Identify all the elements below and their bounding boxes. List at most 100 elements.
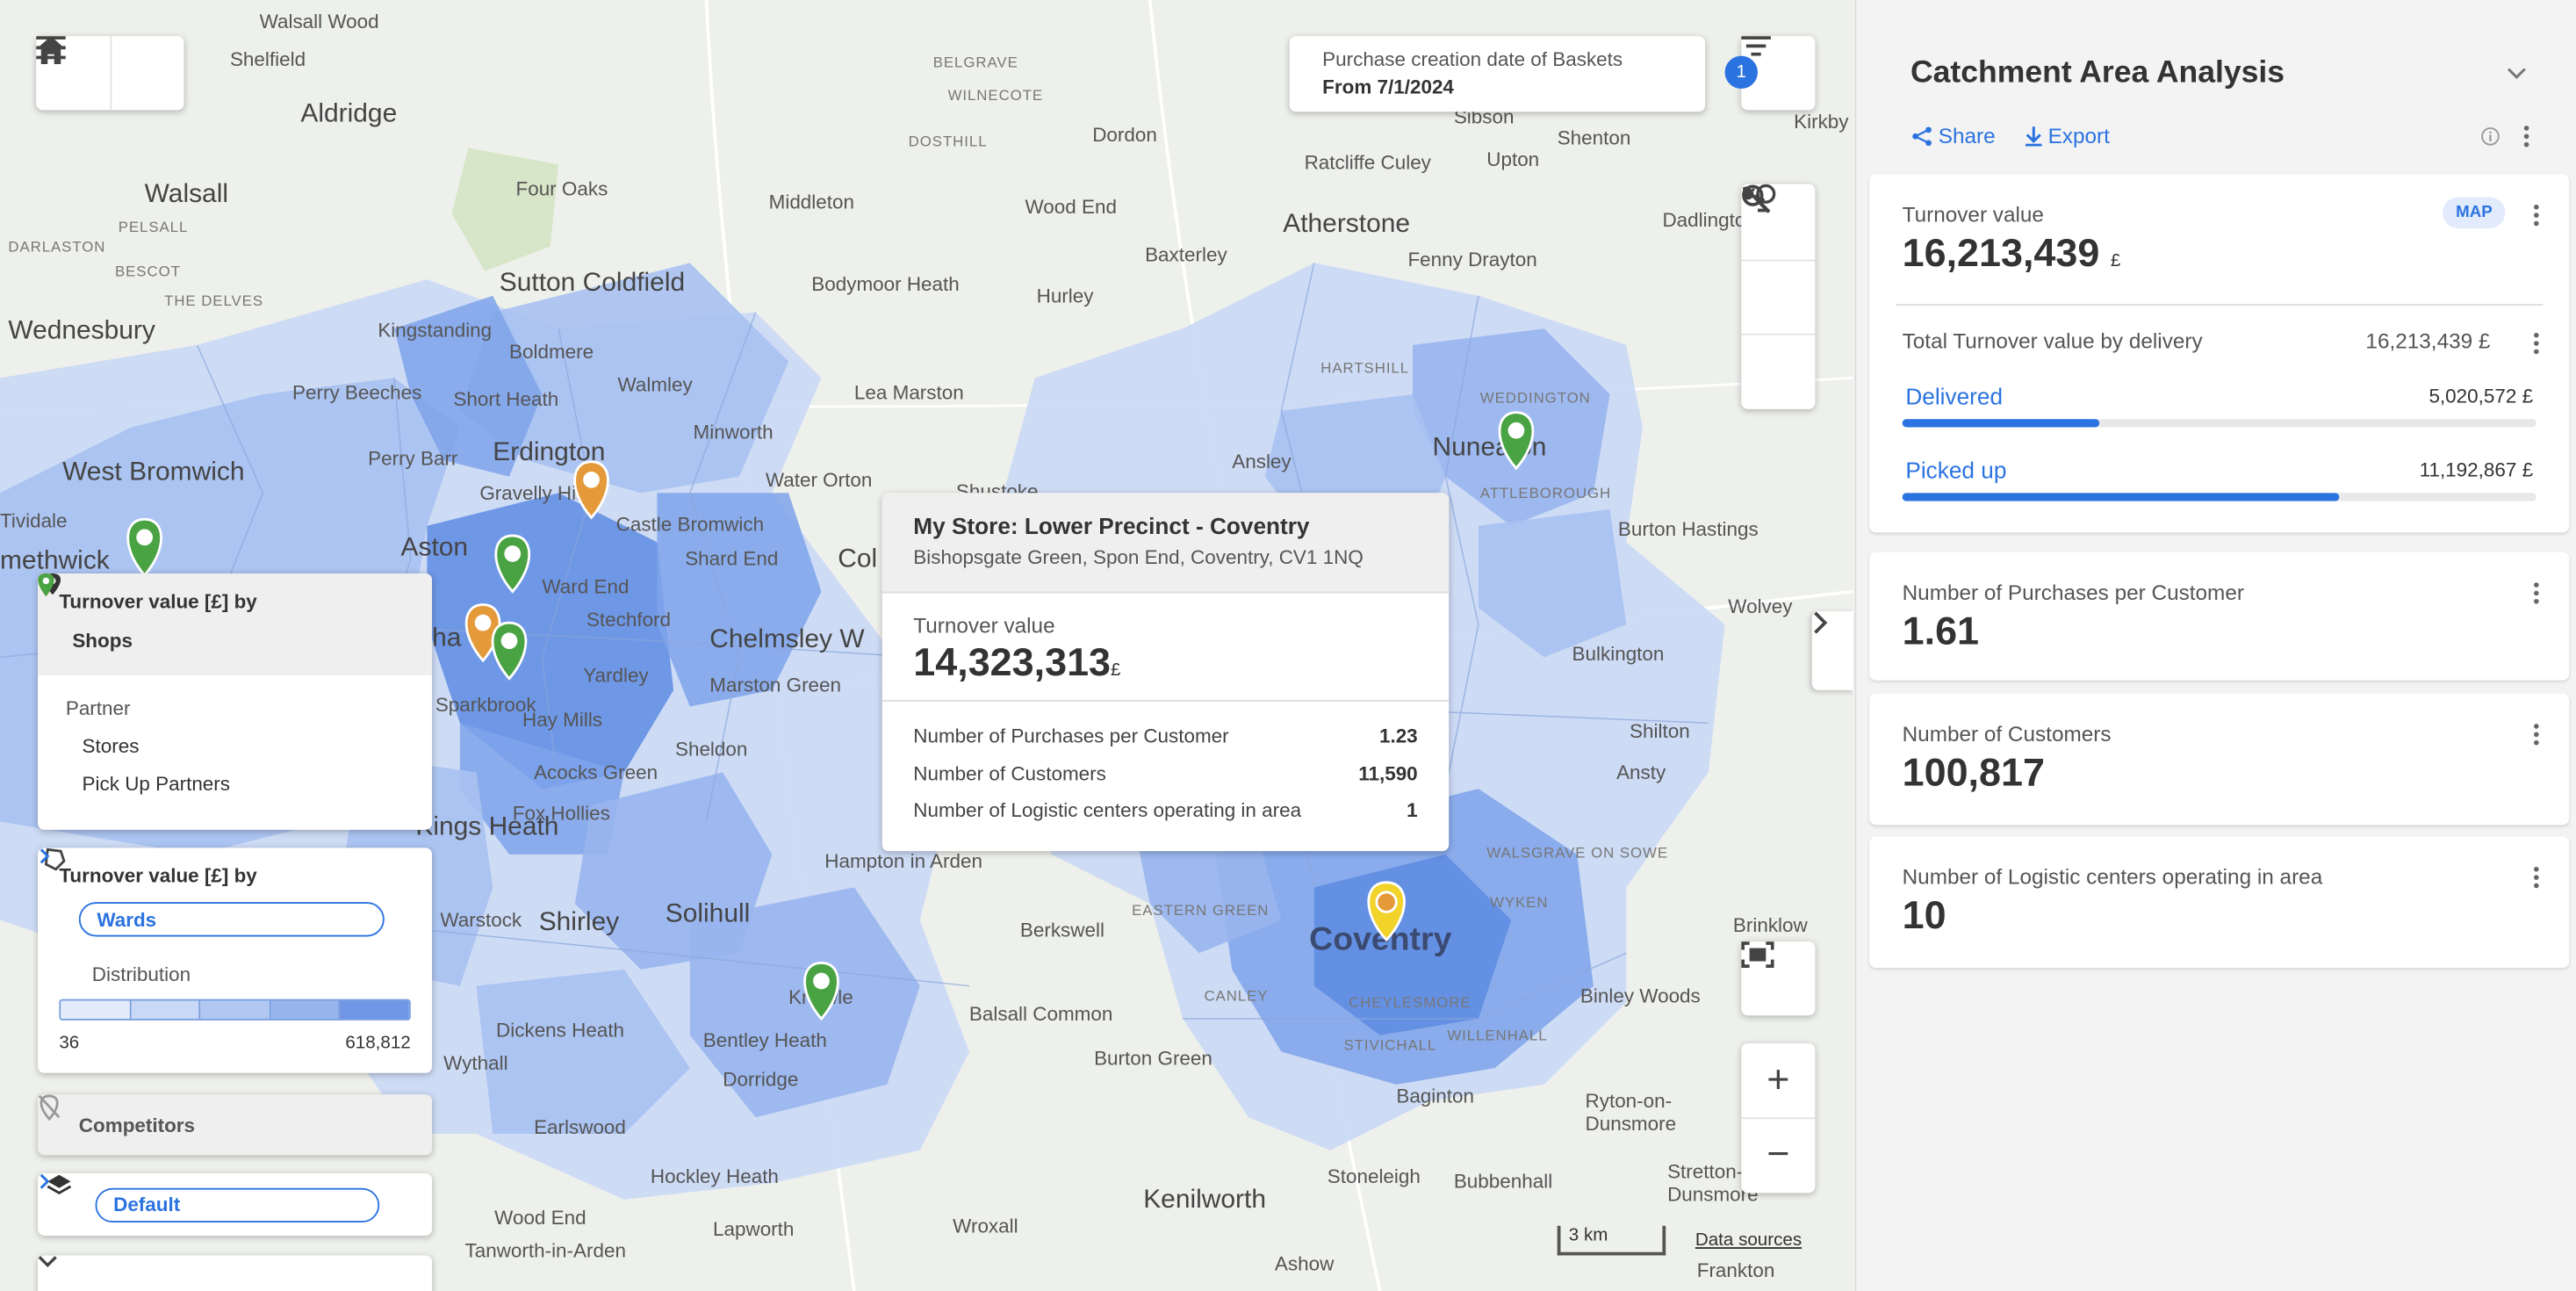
map-label: Ward End [542,574,630,599]
chevron-right-icon [40,1173,50,1189]
delivery-row-delivered[interactable]: Delivered 5,020,572 £ [1869,383,2569,428]
ramp-step [200,1000,271,1020]
delivery-label: Delivered [1905,382,2004,409]
popup-header: My Store: Lower Precinct - Coventry Bish… [881,493,1450,594]
map-label: Baxterley [1145,242,1227,267]
competitors-toggle[interactable]: Competitors [38,1094,433,1156]
popup-metric-row: Number of Purchases per Customer 1.23 [913,718,1417,755]
export-button[interactable]: Export [2025,123,2110,148]
popup-turnover-label: Turnover value [913,612,1055,638]
layer-selector[interactable]: Default [40,1173,380,1222]
more-vert-icon [2534,582,2539,604]
map-label: Perry Beeches [292,381,422,405]
map-label: Fenny Drayton [1407,248,1537,271]
delivery-bar-track [1902,493,2536,501]
fit-screen-icon [1741,941,1774,969]
pickup-pin[interactable] [1498,411,1535,471]
card-more-button[interactable] [2533,581,2539,613]
panel-more-button[interactable] [2523,125,2529,156]
card-more-button[interactable] [2533,332,2539,364]
zoom-out-button[interactable]: − [1741,1117,1816,1191]
turnover-summary: Turnover value 16,213,439 £ [1896,174,2544,307]
wards-selector[interactable]: Wards [40,848,385,937]
card-more-button[interactable] [2533,204,2539,235]
map-label: Ratcliffe Culey [1304,151,1431,175]
map-label: Ashow [1274,1251,1335,1275]
card-more-button[interactable] [2533,866,2539,898]
date-filter-chip[interactable]: Purchase creation date of Baskets From 7… [1289,36,1706,112]
pickup-pin-icon [38,573,54,597]
selected-store-pin[interactable] [1367,881,1406,942]
share-icon [1912,126,1932,146]
legend-expand[interactable] [38,1255,433,1291]
map-label: Tanworth-in-Arden [464,1238,626,1262]
zoom-controls: + − [1741,1043,1816,1194]
zoom-in-button[interactable]: + [1767,1057,1790,1102]
pickup-pin[interactable] [126,517,162,577]
point-circle-button[interactable] [1741,184,1816,334]
popup-turnover-unit: £ [1111,660,1121,681]
map-label: Hampton in Arden [824,849,982,873]
map-label: CANLEY [1204,987,1269,1005]
data-sources-link[interactable]: Data sources [1695,1230,1802,1251]
map-label: Berkswell [1019,918,1105,942]
map-badge[interactable]: MAP [2443,197,2506,229]
map-label: Dadlington [1662,208,1757,232]
map-label: Dorridge [723,1068,799,1092]
panel-collapse-button[interactable] [2507,59,2526,89]
legend-shops-label: Shops [72,629,133,653]
map-label: CHEYLESMORE [1349,993,1471,1011]
legend-wards: Turnover value [£] by Wards Distribution… [38,847,433,1073]
ruler-button[interactable] [1741,185,1816,408]
legend-shops-row[interactable]: Shops [44,573,410,653]
store-pin[interactable] [464,603,501,663]
map-label: Lapworth [713,1217,795,1241]
delivery-value: 11,192,867 £ [2419,458,2534,482]
pickup-pin[interactable] [803,962,839,1021]
pickup-pin[interactable] [491,621,528,681]
popup-metric-value: 1.23 [1378,725,1418,748]
home-button[interactable] [36,36,183,111]
map-label: Dordon [1092,123,1157,147]
pickup-pin[interactable] [494,534,531,594]
panel-toggle-button[interactable] [1811,611,1853,690]
map-label: WILLENHALL [1447,1027,1548,1044]
map-label: Walsall Wood [259,10,379,33]
map-label: Gravelly Hill [479,481,586,505]
turnover-label: Turnover value [1902,202,2044,227]
layers-icon [47,1174,72,1194]
panel-actions: Share Export [1912,123,2140,148]
map-label: Shirley [538,908,620,937]
chevron-right-icon [40,848,50,864]
legend-item-label: Pick Up Partners [82,772,230,796]
map-pins-layer [126,411,1535,1021]
popup-metric-label: Number of Logistic centers operating in … [913,798,1302,822]
fit-screen-button[interactable] [1741,941,1816,1016]
kpi-label: Number of Purchases per Customer [1902,580,2244,605]
distribution-max: 618,812 [345,1033,411,1054]
legend-item-stores[interactable]: Stores [38,573,432,758]
map-label: Middleton [768,191,854,214]
popup-metrics: Number of Purchases per Customer 1.23 Num… [882,702,1449,846]
delivery-row-picked-up[interactable]: Picked up 11,192,867 £ [1869,457,2569,501]
legend-shops-title: Turnover value [£] by [59,589,257,613]
share-button[interactable]: Share [1912,123,1996,148]
map-label: Kenilworth [1143,1186,1266,1215]
info-button[interactable] [2480,125,2500,155]
popup-metric-row: Number of Logistic centers operating in … [913,792,1417,829]
popup-store-name: My Store: Lower Precinct - Coventry [913,512,1310,539]
map-label: Earlswood [534,1115,626,1139]
map-canvas[interactable]: Walsall Wood Shelfield Aldridge Walsall … [0,0,1853,1291]
store-pin[interactable] [573,460,609,520]
map-label: BELGRAVE [932,54,1018,71]
delivery-bar-fill [1902,493,2340,501]
ramp-step [130,1000,201,1020]
card-more-button[interactable] [2533,723,2539,754]
legend-item-label: Stores [82,734,140,758]
map-label: Wood End [1025,195,1117,219]
legend-partner-label: Partner [65,696,131,720]
delivery-value: 5,020,572 £ [2428,384,2534,408]
legend-item-pickup-partners[interactable]: Pick Up Partners [38,573,432,796]
date-filter-label: Purchase creation date of Baskets [1322,47,1623,71]
popup-store-address: Bishopsgate Green, Spon End, Coventry, C… [913,545,1364,569]
